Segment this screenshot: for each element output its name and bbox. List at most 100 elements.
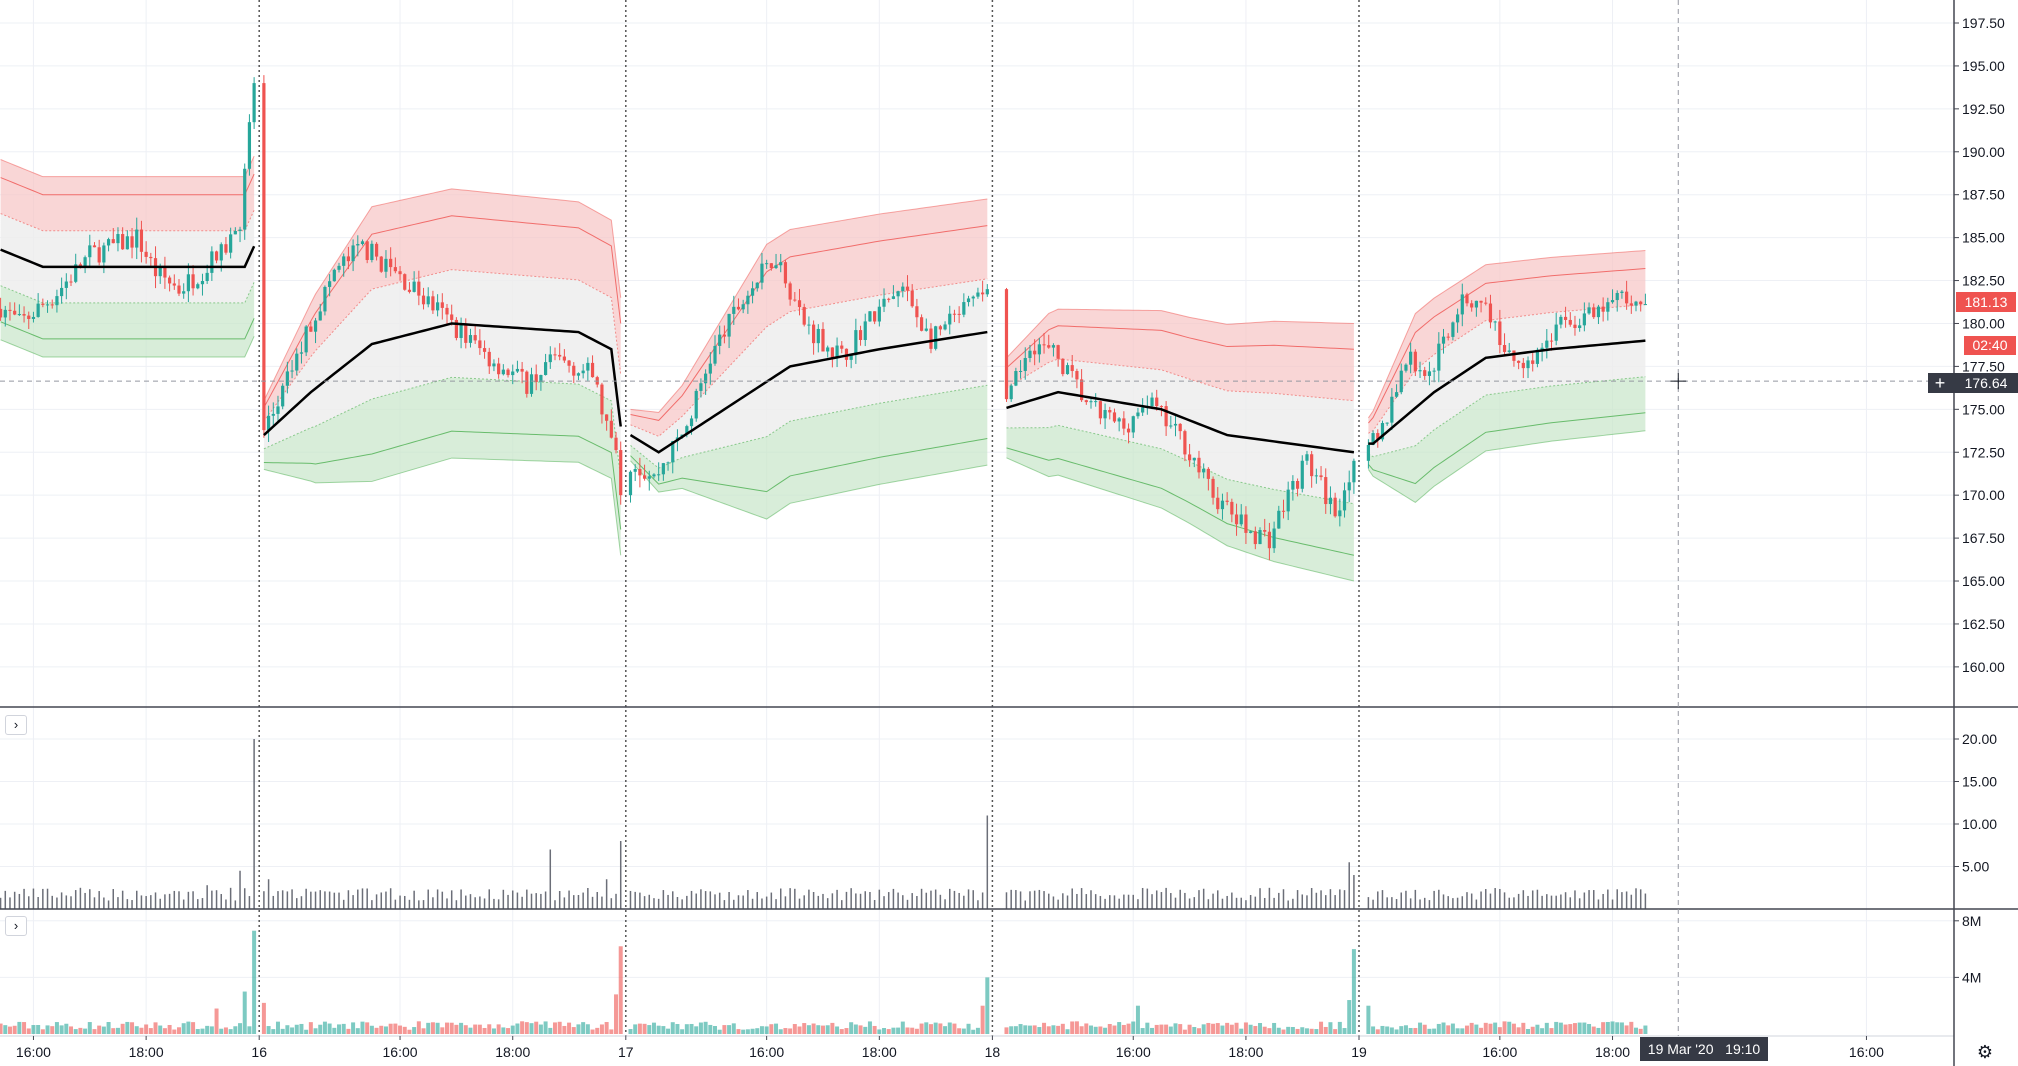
candle-body	[1328, 497, 1333, 505]
candle-body	[981, 292, 985, 295]
candle-body	[520, 368, 524, 372]
volume-bar	[614, 994, 619, 1034]
candle-body	[863, 321, 867, 341]
volume-bar	[351, 1022, 356, 1034]
candle-body	[1512, 350, 1516, 361]
volume-bar	[308, 1022, 313, 1034]
volume-bar	[975, 1027, 980, 1034]
collapse-indicator-pane-button[interactable]: ›	[5, 715, 27, 735]
candle-body	[685, 426, 689, 435]
volume-bar	[1135, 1005, 1140, 1034]
candle-body	[943, 324, 947, 330]
candle-body	[1164, 406, 1168, 427]
volume-bar	[228, 1029, 233, 1034]
candle-body	[501, 369, 505, 375]
candle-body	[1159, 406, 1164, 408]
lower-band-1	[630, 384, 988, 469]
volume-bar	[689, 1023, 694, 1034]
candle-body	[158, 266, 162, 277]
candle-body	[896, 291, 900, 297]
volume-bar	[853, 1024, 858, 1034]
volume-bar	[214, 1008, 219, 1034]
candle-body	[661, 463, 665, 475]
volume-bar	[717, 1029, 722, 1034]
candles	[0, 75, 1647, 561]
candle-body	[374, 243, 379, 257]
candle-body	[266, 415, 271, 431]
volume-bar	[369, 1025, 374, 1034]
candle-body	[1573, 324, 1577, 329]
price-tick-label: 162.50	[1962, 616, 2005, 632]
time-tick-label: 18:00	[495, 1044, 530, 1060]
collapse-volume-pane-button[interactable]: ›	[5, 916, 27, 936]
candle-body	[1300, 460, 1304, 489]
candle-body	[1596, 306, 1601, 318]
candle-body	[356, 244, 360, 246]
volume-bar	[209, 1026, 214, 1034]
candle-body	[464, 325, 468, 343]
candle-body	[962, 302, 966, 315]
upper-band-2	[0, 173, 255, 196]
candle-body	[1620, 291, 1624, 293]
vwap-line-segment	[1368, 339, 1646, 445]
volume-bar	[496, 1024, 501, 1034]
volume-bar	[416, 1021, 421, 1034]
volume-bar	[1432, 1028, 1437, 1034]
candle-body	[506, 369, 510, 376]
upper-band-1	[1368, 304, 1646, 434]
volume-bar	[144, 1024, 149, 1034]
volume-bar	[280, 1028, 285, 1034]
volume-bar	[1526, 1028, 1531, 1034]
volume-bar	[445, 1022, 449, 1034]
candle-body	[1610, 300, 1615, 303]
plus-icon[interactable]: +	[1935, 373, 1946, 393]
volume-bar	[609, 1029, 614, 1034]
volume-bar	[1304, 1028, 1309, 1034]
lower-band-fill	[0, 282, 255, 357]
candle-body	[699, 383, 703, 391]
volume-bar	[637, 1023, 642, 1034]
candle-body	[873, 311, 877, 322]
volume-bar	[1371, 1026, 1376, 1034]
candle-body	[41, 303, 45, 305]
candle-body	[492, 363, 496, 367]
lower-band-fill	[1368, 376, 1646, 503]
volume-bar	[482, 1027, 487, 1034]
candle-body	[1094, 401, 1098, 403]
volume-bar	[647, 1025, 652, 1034]
volume-bar	[708, 1024, 713, 1034]
candle-body	[1352, 460, 1356, 483]
gear-icon[interactable]: ⚙	[1977, 1042, 1993, 1062]
candle-body	[384, 258, 388, 272]
candle-body	[666, 462, 670, 464]
volume-bar	[1206, 1022, 1211, 1034]
volume-bar	[506, 1028, 511, 1034]
candle-body	[750, 288, 755, 296]
candle-body	[1540, 347, 1544, 350]
volume-bar	[40, 1029, 45, 1034]
volume-bar	[1056, 1025, 1061, 1034]
candle-body	[45, 304, 50, 306]
price-axis[interactable]: 197.50 195.00 192.50 190.00 187.50 185.00 182.…	[1954, 15, 2005, 985]
volume-bar	[684, 1024, 689, 1034]
volume-bar	[1060, 1023, 1065, 1034]
candle-body	[816, 328, 820, 344]
volume-bar	[863, 1026, 868, 1034]
volume-bar	[1248, 1024, 1253, 1034]
volume-bar	[783, 1028, 788, 1034]
candle-body	[135, 229, 139, 248]
volume-bar	[1521, 1022, 1526, 1034]
candle-body	[957, 313, 961, 315]
candle-body	[807, 324, 811, 326]
volume-bar	[383, 1026, 388, 1034]
volume-bar	[421, 1028, 426, 1034]
volume-bar	[741, 1029, 746, 1034]
candle-body	[1488, 303, 1493, 323]
volume-bar	[1117, 1022, 1122, 1034]
time-axis[interactable]: 16:00 18:00 16 16:00 18:00 17 16:00 18:00 18 16:0…	[16, 1036, 1884, 1060]
candle-body	[459, 325, 463, 338]
volume-bar	[788, 1028, 793, 1034]
volume-bar	[1418, 1022, 1423, 1034]
volume-bar	[97, 1025, 102, 1034]
